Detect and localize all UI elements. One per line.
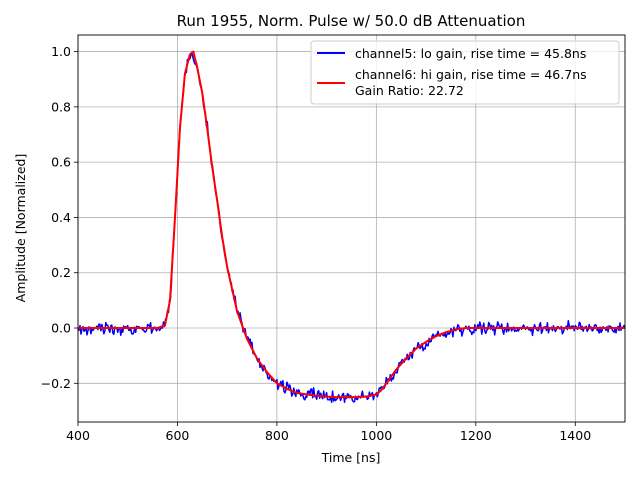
legend-label-channel6: channel6: hi gain, rise time = 46.7ns	[355, 67, 587, 82]
y-tick-label: 0.6	[51, 155, 71, 170]
plot-frame	[77, 34, 626, 423]
legend-box	[310, 40, 620, 105]
y-tick-label: −0.2	[41, 376, 71, 391]
y-axis-label: Amplitude [Normalized]	[13, 154, 28, 303]
y-tick-label: 0.2	[51, 265, 71, 280]
series-layer	[77, 50, 626, 404]
legend: channel5: lo gain, rise time = 45.8ns ch…	[310, 40, 620, 105]
x-tick-label: 1000	[360, 428, 392, 443]
legend-label-channel5: channel5: lo gain, rise time = 45.8ns	[355, 46, 586, 61]
series-line-channel6	[78, 50, 625, 399]
x-tick-label: 1400	[559, 428, 591, 443]
x-axis-label: Time [ns]	[321, 450, 381, 465]
grid	[77, 35, 625, 422]
legend-gain-ratio: Gain Ratio: 22.72	[355, 83, 464, 98]
x-tick-label: 1200	[460, 428, 492, 443]
x-tick-label: 400	[66, 428, 90, 443]
y-axis: −0.2 0.0 0.2 0.4 0.6 0.8 1.0	[41, 44, 78, 391]
y-tick-label: 0.0	[51, 321, 71, 336]
y-tick-label: 0.8	[51, 99, 71, 114]
x-tick-label: 600	[166, 428, 190, 443]
x-axis: 400 600 800 1000 1200 1400	[66, 422, 591, 443]
y-tick-label: 1.0	[51, 44, 71, 59]
chart-title: Run 1955, Norm. Pulse w/ 50.0 dB Attenua…	[177, 12, 526, 30]
y-tick-label: 0.4	[51, 210, 71, 225]
x-tick-label: 800	[265, 428, 289, 443]
